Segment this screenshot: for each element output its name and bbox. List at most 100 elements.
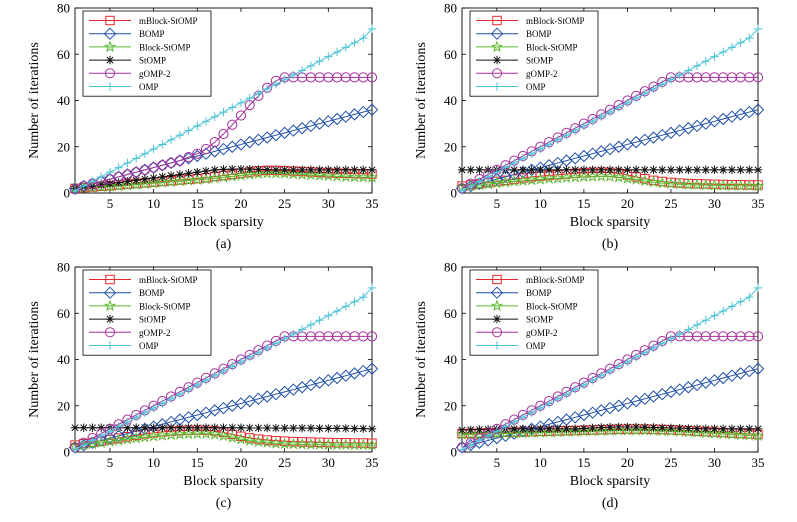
y-axis-label: Number of iterations <box>27 301 42 418</box>
data-point <box>234 168 248 181</box>
data-point <box>332 47 342 57</box>
data-point <box>175 389 185 399</box>
data-point <box>510 417 519 427</box>
data-point <box>579 424 589 433</box>
data-point <box>332 165 342 175</box>
data-point <box>103 180 117 192</box>
data-point <box>296 168 309 180</box>
series-gOMP-2 <box>69 72 378 195</box>
data-point <box>649 343 658 353</box>
data-point <box>466 165 475 175</box>
data-point <box>193 423 202 432</box>
data-point <box>88 423 97 432</box>
data-point <box>736 424 745 434</box>
data-point <box>588 117 597 126</box>
legend-label: StOMP <box>526 56 553 66</box>
data-point <box>649 84 658 94</box>
y-tick-label: 0 <box>64 445 71 460</box>
data-point <box>131 423 141 432</box>
data-point <box>457 165 467 175</box>
data-point <box>199 427 213 439</box>
data-point <box>201 423 211 432</box>
chart-panel-4: 0 20 40 60 80 5 10 15 20 25 30 35 Block sparsity Numb… <box>414 260 765 512</box>
data-point <box>518 424 528 434</box>
data-point <box>306 61 316 71</box>
x-tick-label: 10 <box>534 196 547 211</box>
series-line <box>74 368 373 448</box>
data-point <box>131 154 141 163</box>
data-point <box>175 423 185 432</box>
data-point <box>544 424 554 434</box>
data-point <box>173 174 186 187</box>
y-tick-label: 80 <box>444 260 457 275</box>
data-point <box>280 165 289 175</box>
data-point <box>341 43 350 52</box>
data-point <box>262 165 272 174</box>
data-point <box>201 117 211 126</box>
series-OMP <box>70 24 377 195</box>
y-tick-label: 40 <box>57 352 70 367</box>
data-point <box>341 302 350 311</box>
data-point <box>605 366 615 376</box>
legend-marker <box>492 82 502 91</box>
legend-label: gOMP-2 <box>139 69 171 79</box>
data-point <box>492 167 502 177</box>
data-point <box>315 56 324 66</box>
data-point <box>675 165 684 175</box>
x-tick-label: 5 <box>494 196 501 211</box>
legend-marker <box>492 15 502 26</box>
legend-marker <box>105 55 115 65</box>
y-tick-label: 0 <box>451 186 458 201</box>
data-point <box>114 422 123 431</box>
data-point <box>367 283 377 293</box>
y-tick-label: 60 <box>444 47 457 62</box>
data-point <box>708 427 721 439</box>
data-point <box>666 165 676 175</box>
data-point <box>751 362 765 375</box>
data-point <box>717 427 730 440</box>
data-point <box>727 43 737 52</box>
x-tick-label: 20 <box>234 455 247 470</box>
data-point <box>315 315 324 325</box>
x-axis-label: Block sparsity <box>570 215 651 230</box>
data-point <box>140 408 150 417</box>
x-tick-label: 20 <box>621 196 634 211</box>
data-point <box>682 425 695 438</box>
x-axis-label: Block sparsity <box>183 474 264 489</box>
data-point <box>254 423 263 433</box>
data-point <box>261 436 274 448</box>
data-point <box>254 89 263 98</box>
data-point <box>640 165 650 175</box>
x-tick-label: 5 <box>494 455 501 470</box>
data-point <box>97 172 106 182</box>
data-point <box>297 66 307 75</box>
legend-marker <box>490 27 504 40</box>
data-point <box>70 445 80 454</box>
legend-label: StOMP <box>526 315 553 325</box>
data-point <box>699 426 712 439</box>
data-point <box>710 165 719 175</box>
data-point <box>201 376 211 385</box>
data-point <box>365 171 379 183</box>
data-point <box>278 167 291 179</box>
data-point <box>525 173 538 186</box>
data-point <box>254 165 263 174</box>
legend-label: mBlock-StOMP <box>526 16 585 26</box>
data-point <box>192 148 203 159</box>
data-point <box>623 165 632 175</box>
data-point <box>534 172 547 185</box>
data-point <box>173 428 186 440</box>
data-point <box>219 366 228 376</box>
x-tick-label: 10 <box>534 455 547 470</box>
data-point <box>666 334 676 343</box>
data-point <box>341 424 350 433</box>
data-point <box>631 352 641 362</box>
data-point <box>147 176 160 189</box>
data-point <box>630 173 643 185</box>
data-point <box>536 424 545 434</box>
data-point <box>306 165 316 175</box>
legend-label: mBlock-StOMP <box>139 16 198 26</box>
x-tick-label: 15 <box>577 455 590 470</box>
data-point <box>341 165 350 175</box>
data-point <box>684 66 693 75</box>
